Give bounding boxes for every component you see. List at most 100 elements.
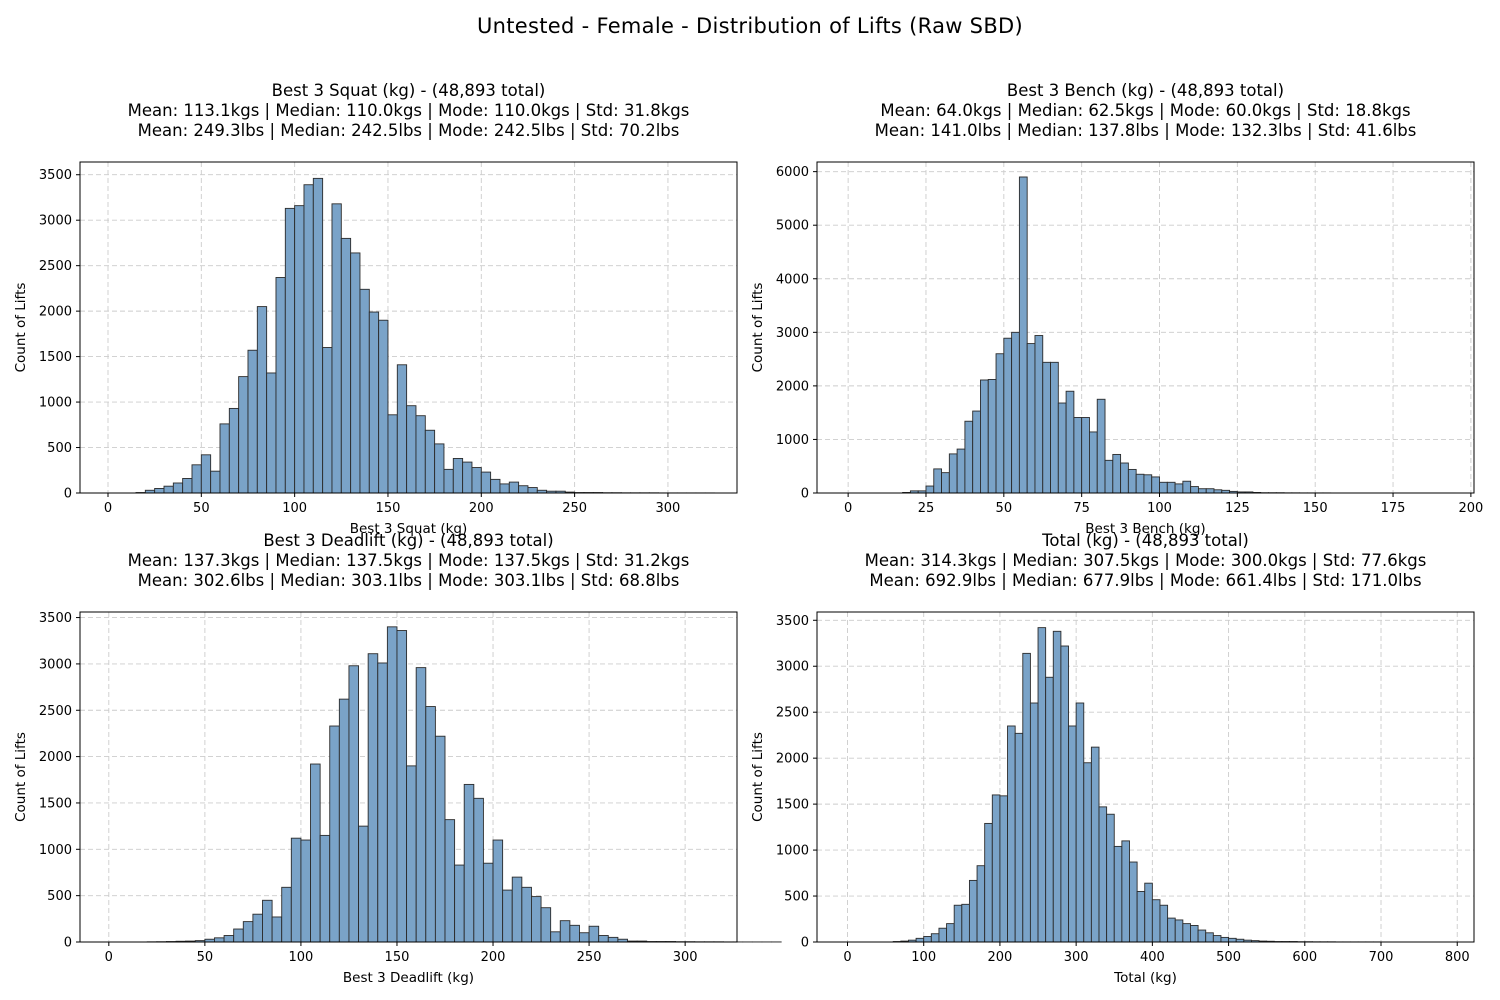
- histogram-bar: [406, 405, 417, 494]
- histogram-bar: [1205, 488, 1215, 494]
- histogram-bar: [359, 288, 370, 494]
- histogram-bar: [271, 916, 283, 943]
- histogram-bar: [938, 927, 948, 943]
- histogram-bar: [1197, 929, 1207, 943]
- histogram-bar: [312, 177, 324, 494]
- axes-frame: [816, 161, 1475, 494]
- x-tick-label: 250: [577, 950, 602, 965]
- histogram-bar: [473, 797, 484, 943]
- histogram-bar: [294, 205, 305, 494]
- histogram-bar: [1065, 390, 1075, 494]
- x-tick-label: 300: [673, 950, 698, 965]
- histogram-bar: [284, 207, 296, 494]
- x-tick-label: 700: [1369, 950, 1394, 965]
- histogram-bar: [281, 886, 292, 943]
- x-tick-label: 500: [1216, 950, 1241, 965]
- histogram-bar: [210, 470, 221, 494]
- histogram-bar: [238, 376, 249, 494]
- histogram-bar: [223, 935, 235, 943]
- histogram-bar: [191, 464, 202, 494]
- histogram-bar: [1104, 459, 1114, 494]
- histogram-bar: [1205, 932, 1214, 943]
- x-tick-label: 300: [656, 501, 681, 516]
- x-tick-label: 25: [918, 501, 935, 516]
- histogram-bar: [1029, 702, 1039, 943]
- histogram-bar: [1037, 627, 1047, 943]
- x-tick-label: 125: [1225, 501, 1250, 516]
- histogram-bar: [406, 765, 417, 943]
- chart-subtitle-kg: Mean: 314.3kgs | Median: 307.5kgs | Mode…: [865, 551, 1427, 570]
- y-tick-label: 2500: [776, 706, 809, 721]
- chart-title: Best 3 Bench (kg) - (48,893 total): [1007, 81, 1284, 100]
- histogram-bar: [579, 932, 590, 943]
- histogram-bar: [1011, 331, 1020, 494]
- histogram-bar: [540, 907, 552, 943]
- histogram-bar: [948, 453, 958, 494]
- y-tick-label: 2000: [39, 305, 72, 320]
- histogram-bar: [1068, 725, 1077, 943]
- histogram-bar: [1060, 645, 1069, 943]
- histogram-bar: [322, 347, 333, 494]
- histogram-bar: [1081, 417, 1090, 494]
- figure-title: Untested - Female - Distribution of Lift…: [476, 14, 1023, 38]
- y-axis-label: Count of Lifts: [750, 732, 766, 822]
- x-tick-label: 250: [562, 501, 587, 516]
- histogram-bar: [1052, 630, 1062, 943]
- histogram-bar: [1121, 840, 1130, 943]
- histogram-bar: [378, 319, 389, 494]
- histogram-bar: [968, 879, 978, 943]
- y-tick-label: 0: [801, 487, 809, 502]
- histogram-bar: [550, 931, 561, 943]
- y-tick-label: 3000: [39, 657, 72, 672]
- y-axis-label: Count of Lifts: [13, 283, 29, 373]
- histogram-bar: [452, 457, 464, 494]
- histogram-3: Best 3 Deadlift (kg) - (48,893 total)Mea…: [13, 531, 782, 986]
- histogram-bar: [1014, 732, 1024, 943]
- y-tick-label: 500: [784, 890, 809, 905]
- histogram-bar: [228, 407, 240, 494]
- histogram-bar: [463, 783, 475, 943]
- histogram-bar: [368, 311, 380, 494]
- y-tick-label: 1500: [39, 350, 72, 365]
- y-tick-label: 1000: [39, 396, 72, 411]
- histogram-bar: [386, 626, 398, 943]
- histogram-bar: [256, 306, 268, 494]
- x-axis-label: Best 3 Squat (kg): [350, 521, 468, 537]
- y-tick-label: 4000: [776, 272, 809, 287]
- chart-subtitle-kg: Mean: 64.0kgs | Median: 62.5kgs | Mode: …: [880, 101, 1410, 120]
- y-tick-label: 1000: [776, 433, 809, 448]
- histogram-bar: [462, 461, 473, 494]
- y-tick-label: 1500: [39, 796, 72, 811]
- x-tick-label: 200: [481, 950, 506, 965]
- histogram-bar: [980, 379, 989, 494]
- histogram-bar: [233, 928, 244, 943]
- histogram-bar: [995, 353, 1005, 494]
- histogram-bar: [1129, 861, 1138, 943]
- histogram-bar: [396, 630, 408, 943]
- histogram-bar: [200, 454, 212, 494]
- histogram-bar: [569, 924, 580, 943]
- histogram-bar: [987, 379, 997, 494]
- histogram-bar: [923, 936, 932, 943]
- histogram-bar: [492, 839, 504, 943]
- histogram-bar: [490, 478, 501, 494]
- y-tick-label: 500: [47, 441, 72, 456]
- histogram-bar: [1190, 486, 1199, 494]
- histogram-bar: [1042, 361, 1051, 494]
- x-tick-label: 0: [843, 950, 851, 965]
- x-tick-label: 800: [1445, 950, 1470, 965]
- histogram-bar: [1212, 935, 1222, 943]
- histogram-bar: [247, 349, 258, 494]
- y-tick-label: 0: [801, 936, 809, 951]
- histogram-bar: [1096, 398, 1106, 494]
- histogram-bar: [1166, 481, 1176, 494]
- histogram-bar: [350, 252, 361, 494]
- histogram-bar: [1075, 702, 1085, 943]
- histogram-bar: [1003, 337, 1013, 494]
- histogram-4: Total (kg) - (48,893 total)Mean: 314.3kg…: [750, 531, 1475, 986]
- histogram-bar: [1022, 652, 1031, 943]
- y-tick-label: 3500: [776, 614, 809, 629]
- x-axis-label: Total (kg): [1113, 970, 1177, 986]
- y-axis-label: Count of Lifts: [750, 283, 766, 373]
- histogram-bar: [434, 443, 445, 494]
